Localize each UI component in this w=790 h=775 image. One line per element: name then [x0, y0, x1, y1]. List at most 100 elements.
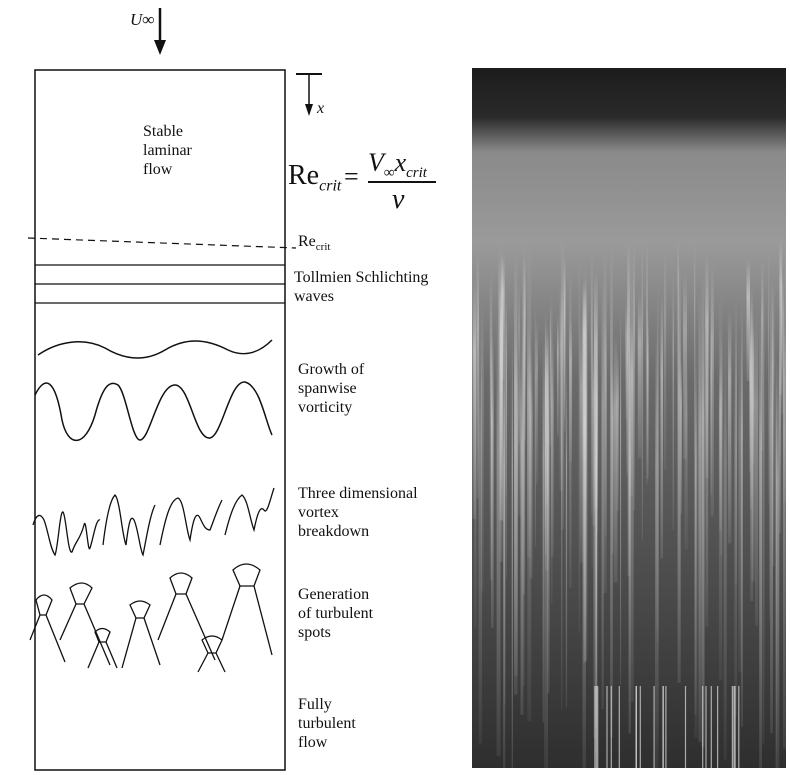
- photo-streak: [662, 686, 664, 768]
- photo-streak: [604, 318, 607, 536]
- photo-streak: [694, 338, 698, 739]
- photo-streak: [593, 270, 598, 509]
- photo-streak: [561, 238, 565, 530]
- photo-streak: [620, 307, 622, 685]
- photo-streak: [710, 686, 712, 768]
- photo-streak: [771, 280, 775, 567]
- photo-streak: [769, 342, 771, 619]
- stage-label-turbulent-spots: Generation of turbulent spots: [298, 586, 374, 641]
- photo-streak: [759, 308, 762, 768]
- photo-streak: [684, 358, 688, 549]
- photo-streak: [734, 686, 736, 768]
- photo-streak: [639, 686, 641, 768]
- photo-streak: [527, 325, 531, 558]
- freestream-arrow: [154, 8, 166, 55]
- photo-streak: [536, 318, 538, 485]
- photo-streak: [635, 686, 637, 768]
- photo-streak: [522, 255, 526, 686]
- photo-streak: [496, 316, 501, 756]
- photo-streak: [672, 272, 674, 530]
- critical-reynolds-formula: Recrit = V∞xcrit ν: [288, 148, 458, 218]
- photo-streak: [663, 253, 667, 470]
- photo-streak: [597, 686, 599, 768]
- vortex-breakdown-curves: [32, 487, 275, 557]
- photo-streak: [594, 686, 596, 768]
- spanwise-vorticity-curves: [34, 339, 273, 442]
- photo-streak: [491, 334, 494, 628]
- photo-streak: [534, 306, 536, 547]
- x-axis-label: x: [317, 100, 325, 117]
- photo-streak: [478, 307, 483, 744]
- photo-streak: [565, 361, 568, 708]
- photo-streak: [595, 686, 597, 768]
- photo-streak: [733, 686, 735, 768]
- photo-streak: [610, 686, 612, 768]
- photo-streak: [637, 292, 642, 459]
- photo-streak: [749, 331, 752, 472]
- photo-streak: [625, 297, 628, 419]
- photo-streak: [705, 686, 707, 768]
- photo-streak: [618, 686, 620, 768]
- photo-streak: [550, 339, 554, 557]
- photo-streak: [627, 241, 631, 577]
- photo-streak: [702, 686, 704, 768]
- photo-streak: [610, 247, 613, 738]
- flow-visualization-photo: [472, 68, 786, 768]
- formula-numerator: V∞xcrit: [368, 148, 427, 182]
- photo-streak: [768, 249, 770, 504]
- photo-streak: [698, 289, 702, 742]
- stage-label-vorticity-growth: Growth of spanwise vorticity: [298, 361, 365, 416]
- photo-streak: [731, 686, 733, 768]
- photo-streak: [755, 310, 759, 626]
- photo-streak: [751, 325, 755, 582]
- stage-label-stable: Stable laminar flow: [143, 123, 192, 178]
- freestream-velocity-label: U∞: [130, 10, 155, 29]
- photo-streak: [761, 259, 764, 451]
- photo-streak: [499, 277, 503, 562]
- photo-streak: [557, 314, 559, 437]
- photo-streak: [580, 313, 584, 563]
- photo-streak: [719, 366, 722, 531]
- photo-streak: [520, 329, 524, 715]
- photo-streak: [563, 258, 566, 432]
- flat-plate-domain: [34, 69, 286, 771]
- photo-streak: [775, 341, 777, 768]
- photo-streak: [779, 238, 783, 396]
- photo-streak: [501, 255, 505, 381]
- photo-streak: [746, 259, 750, 381]
- x-direction-arrow: [296, 73, 322, 116]
- turbulent-spots: [29, 563, 273, 673]
- photo-streak: [710, 265, 714, 517]
- formula-lhs: Recrit: [288, 160, 342, 195]
- photo-streak: [665, 686, 667, 768]
- photo-streak: [547, 331, 550, 693]
- transition-schematic: [27, 8, 322, 771]
- photo-streak: [641, 244, 643, 541]
- photo-streak: [655, 338, 659, 768]
- photo-streak: [738, 686, 740, 768]
- photo-streak: [680, 357, 682, 515]
- photo-streak: [660, 295, 663, 559]
- photo-streak: [590, 257, 593, 515]
- photo-streak: [542, 339, 544, 723]
- formula-fraction-bar: [368, 181, 436, 183]
- photo-streak: [734, 335, 737, 716]
- tollmien-schlichting-waves: [35, 264, 285, 304]
- photo-streak: [717, 686, 719, 768]
- photo-streak: [783, 297, 786, 749]
- photo-streak: [512, 332, 513, 768]
- photo-streak: [544, 319, 548, 768]
- photo-streak: [593, 355, 597, 739]
- photo-streak: [770, 277, 773, 733]
- photo-streak: [601, 278, 604, 709]
- formula-equals: =: [344, 162, 359, 191]
- photo-streak: [584, 290, 588, 661]
- stage-label-ts-waves: Tollmien Schlichting waves: [294, 269, 429, 305]
- photo-streak: [629, 320, 634, 496]
- photo-streak: [780, 272, 785, 415]
- photo-streak: [518, 280, 521, 444]
- photo-streak: [684, 686, 687, 768]
- photo-streak: [476, 254, 479, 499]
- stage-label-vortex-breakdown: Three dimensional vortex breakdown: [298, 485, 418, 540]
- photo-streak: [677, 263, 681, 683]
